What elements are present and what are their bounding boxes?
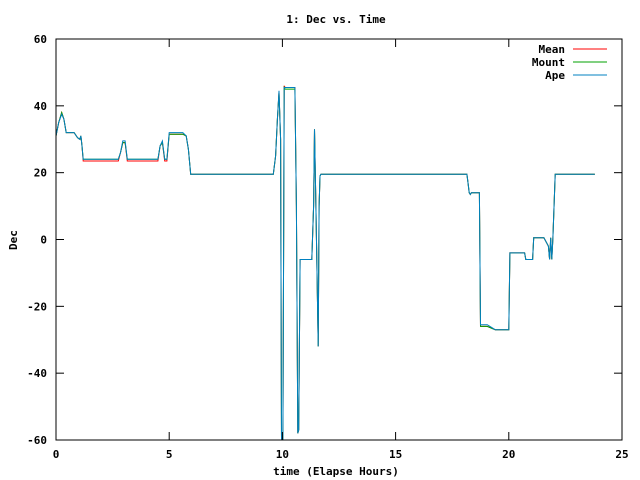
y-tick-label: -40 xyxy=(27,367,47,380)
x-axis-ticks: 0 5 10 15 20 25 xyxy=(53,39,629,461)
plot-lines xyxy=(55,85,595,441)
series-line-ape xyxy=(55,87,595,441)
legend-label-mount: Mount xyxy=(532,56,565,69)
y-tick-label: 60 xyxy=(34,33,47,46)
chart-title: 1: Dec vs. Time xyxy=(286,13,386,26)
y-tick-label: 40 xyxy=(34,100,47,113)
plot-frame xyxy=(55,38,623,441)
y-tick-label: -20 xyxy=(27,300,47,313)
x-tick-label: 10 xyxy=(276,448,289,461)
y-tick-label: 20 xyxy=(34,167,47,180)
y-axis-label: Dec xyxy=(7,230,20,250)
y-tick-label: -60 xyxy=(27,434,47,447)
x-tick-label: 5 xyxy=(166,448,173,461)
series-line-mean xyxy=(55,85,595,441)
x-tick-label: 25 xyxy=(615,448,628,461)
y-axis-ticks: -60 -40 -20 0 20 40 60 xyxy=(27,33,622,447)
y-tick-label: 0 xyxy=(40,234,47,247)
x-axis-label: time (Elapse Hours) xyxy=(273,465,399,478)
x-tick-label: 0 xyxy=(53,448,60,461)
legend-label-ape: Ape xyxy=(545,69,565,82)
legend-label-mean: Mean xyxy=(539,43,566,56)
series-line-mount xyxy=(55,85,595,441)
x-tick-label: 15 xyxy=(389,448,402,461)
x-tick-label: 20 xyxy=(502,448,515,461)
